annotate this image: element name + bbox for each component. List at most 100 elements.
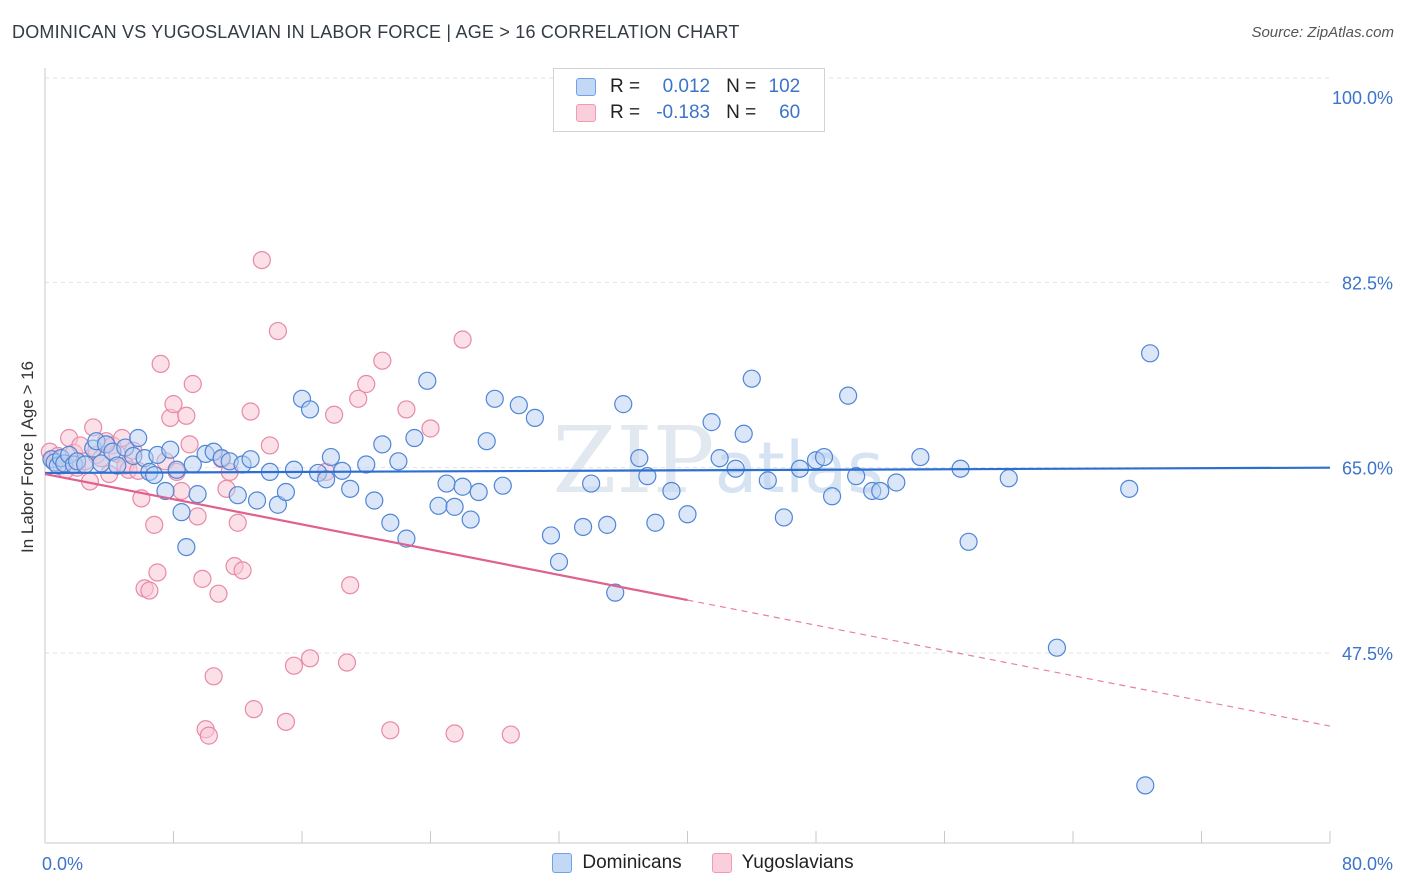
dominican-point [742, 369, 761, 388]
dominican-point [573, 517, 593, 537]
dominican-point [1120, 479, 1139, 498]
dominican-point [177, 537, 196, 557]
legend-item-yugoslavians: Yugoslavians [711, 852, 854, 874]
dominican-point [606, 583, 625, 602]
dominican-point [774, 508, 793, 527]
yugoslavian-point [300, 649, 320, 668]
yugoslavian-point [453, 330, 472, 349]
legend-n-value: 60 [779, 102, 801, 123]
yugoslavian-point [349, 389, 368, 408]
dominican-point [228, 486, 247, 505]
yugoslavian-point [180, 435, 199, 454]
yugoslavian-point [183, 374, 202, 394]
dominican-point [76, 455, 95, 474]
yugoslavian-point [204, 667, 223, 686]
dominican-point [167, 460, 186, 479]
yugoslavian-point [341, 576, 360, 595]
yugoslavian-point [260, 436, 279, 455]
dominican-point [373, 435, 392, 454]
dominican-point [357, 455, 376, 474]
dominican-point [814, 447, 834, 467]
dominican-point [911, 447, 930, 467]
dominican-point [614, 395, 633, 414]
dominican-point [1047, 638, 1067, 657]
yugoslavian-point [177, 406, 196, 425]
x-tick-label: 0.0% [42, 854, 83, 874]
dominican-point [959, 532, 978, 551]
dominican-point [156, 481, 175, 501]
legend-row-dominicans: R = 0.012 N = 102 [576, 75, 800, 99]
yugoslavian-point [148, 563, 167, 582]
dominican-point [418, 371, 437, 390]
source-label: Source: ZipAtlas.com [1251, 24, 1394, 41]
legend-r-label: R = [610, 102, 641, 123]
yugoslavian-point [209, 584, 228, 603]
dominican-point [405, 428, 424, 448]
legend-row-yugoslavians: R = -0.183 N = 60 [576, 101, 800, 125]
legend-n-label: N = [726, 76, 757, 97]
dominican-point [509, 396, 528, 415]
y-tick-label: 82.5% [1342, 273, 1393, 293]
dominican-point [108, 456, 127, 475]
legend-r-label: R = [610, 76, 641, 97]
dominican-point [839, 386, 858, 405]
yugoslavian-point [164, 395, 183, 414]
dominican-point [437, 474, 456, 493]
yugoslavian-point [172, 481, 191, 501]
legend-r-value: -0.183 [656, 102, 711, 123]
yugoslavian-point [445, 724, 464, 743]
yugoslavian-point [233, 561, 252, 580]
yugoslavian-point [373, 351, 392, 370]
dominican-point [493, 476, 512, 495]
dominican-point [389, 452, 408, 471]
legend-swatch-pink [711, 853, 732, 873]
dominican-point [381, 513, 400, 532]
dominican-point [758, 471, 777, 490]
dominican-point [241, 450, 260, 469]
dominican-point [678, 505, 697, 524]
y-tick-label: 47.5% [1342, 644, 1393, 664]
dominican-point [598, 515, 617, 534]
dominican-point [485, 389, 504, 408]
yugoslavian-point [381, 721, 400, 740]
yugoslavian-point [284, 656, 304, 675]
yugoslavian-point [276, 712, 296, 731]
dominican-point [710, 449, 729, 468]
dominican-point [1140, 344, 1160, 363]
yugoslavian-point [193, 569, 212, 588]
legend-swatch-pink [576, 104, 596, 122]
dominican-point [702, 413, 721, 432]
yugoslavian-point [151, 354, 170, 373]
yugoslavian-point [357, 374, 376, 394]
yugoslavian-point [268, 321, 288, 341]
dominican-point [582, 474, 601, 493]
yugoslavian-point [188, 507, 207, 526]
dominican-point [145, 465, 164, 485]
yugoslavian-point [501, 725, 520, 744]
legend-n-value: 102 [768, 76, 801, 97]
yugoslavian-point [252, 250, 271, 270]
dominican-point [549, 552, 569, 572]
y-tick-label: 100.0% [1332, 88, 1393, 108]
dominican-point [541, 526, 561, 545]
yugoslavian-point [140, 581, 159, 600]
dominican-point [321, 447, 341, 467]
dominican-point [525, 408, 545, 427]
legend-item-dominicans: Dominicans [552, 852, 682, 874]
series-legend: Dominicans Yugoslavians [0, 852, 1406, 874]
trend-lines [44, 466, 1331, 727]
correlation-legend: R = 0.012 N = 102 R = -0.183 N = 60 [553, 68, 825, 132]
dominican-point [341, 479, 360, 498]
dominican-point [316, 470, 336, 489]
legend-label-dominicans: Dominicans [582, 852, 682, 873]
trend-line-yugoslavians [44, 472, 688, 602]
dominican-point [726, 459, 745, 478]
dominican-point [1136, 776, 1155, 795]
y-axis-label-group: In Labor Force | Age > 16 [18, 361, 37, 553]
legend-label-yugoslavians: Yugoslavians [741, 852, 854, 873]
dominican-point [397, 529, 416, 548]
dominican-point [429, 496, 448, 515]
tick-labels: 100.0% 82.5% 65.0% 47.5% 0.0% 80.0% [42, 88, 1393, 874]
y-axis-label: In Labor Force | Age > 16 [18, 361, 37, 553]
